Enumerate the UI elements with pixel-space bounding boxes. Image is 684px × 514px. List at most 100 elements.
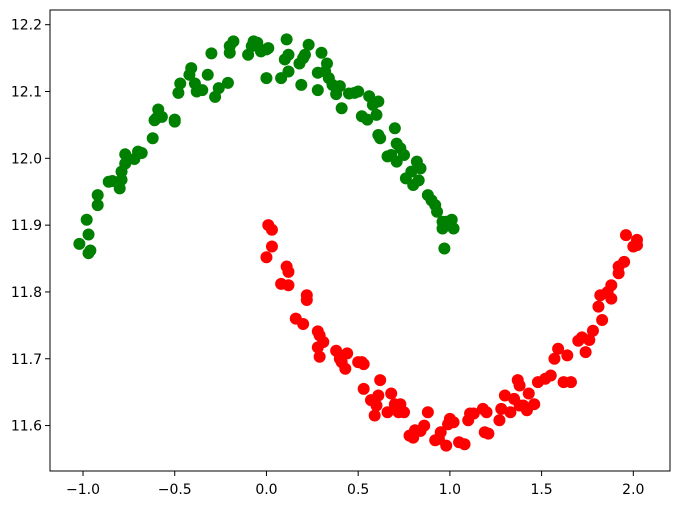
y-tick-label: 11.8	[11, 285, 42, 301]
data-point	[592, 300, 605, 313]
data-point	[265, 240, 278, 253]
data-point	[80, 213, 93, 226]
data-point	[282, 279, 295, 292]
data-point	[528, 398, 541, 411]
y-tick-label: 11.7	[11, 352, 42, 368]
data-point	[394, 398, 407, 411]
data-point	[205, 47, 218, 60]
data-point	[605, 292, 618, 305]
data-point	[544, 369, 557, 382]
x-tick-label: 0.5	[347, 482, 369, 498]
data-point	[155, 110, 168, 123]
data-point	[564, 376, 577, 389]
data-point	[185, 62, 198, 75]
data-point	[73, 237, 86, 250]
data-point	[630, 239, 643, 252]
data-point	[388, 122, 401, 135]
data-point	[297, 318, 310, 331]
x-tick-label: −0.5	[158, 482, 192, 498]
data-point	[168, 113, 181, 126]
data-point	[361, 113, 374, 126]
data-point	[467, 407, 480, 420]
data-point	[91, 199, 104, 212]
data-point	[458, 438, 471, 451]
axes-frame	[49, 9, 671, 472]
data-point	[260, 251, 273, 264]
data-point	[119, 148, 132, 161]
data-point	[174, 77, 187, 90]
data-point	[552, 342, 565, 355]
data-point	[583, 334, 596, 347]
data-point	[495, 402, 508, 415]
data-point	[586, 324, 599, 337]
data-point	[431, 205, 444, 218]
data-point	[262, 42, 275, 55]
data-point	[504, 406, 517, 419]
series-1	[260, 219, 643, 452]
data-point	[482, 427, 495, 440]
data-point	[381, 406, 394, 419]
data-point	[82, 228, 95, 241]
data-point	[260, 72, 273, 85]
data-point	[561, 349, 574, 362]
y-tick-label: 11.9	[11, 218, 42, 234]
data-point	[372, 95, 385, 108]
x-tick-label: 1.5	[530, 482, 552, 498]
y-tick-label: 12.2	[11, 18, 42, 34]
data-point	[201, 68, 214, 81]
data-point	[339, 362, 352, 375]
y-axis: 11.6 11.7 11.8 11.9 12.0 12.1 12.2	[11, 18, 50, 435]
data-point	[282, 265, 295, 278]
data-point	[333, 80, 346, 93]
data-point	[106, 175, 119, 188]
data-point	[370, 399, 383, 412]
data-point	[548, 352, 561, 365]
x-tick-label: 2.0	[622, 482, 644, 498]
data-point	[605, 279, 618, 292]
plot-area	[50, 10, 670, 471]
data-point	[82, 247, 95, 260]
data-point	[522, 387, 535, 400]
data-point	[370, 108, 383, 121]
data-point	[447, 222, 460, 235]
data-point	[374, 374, 387, 387]
data-point	[372, 389, 385, 402]
data-point	[374, 132, 387, 145]
data-point	[434, 426, 447, 439]
y-tick-label: 12.1	[11, 85, 42, 101]
data-point	[436, 215, 449, 228]
data-point	[302, 38, 315, 51]
data-point	[172, 86, 185, 99]
data-point	[398, 148, 411, 161]
series-0	[73, 33, 460, 260]
data-point	[146, 132, 159, 145]
data-point	[335, 102, 348, 115]
data-point	[317, 336, 330, 349]
data-point	[447, 416, 460, 429]
data-point	[513, 379, 526, 392]
data-point	[320, 57, 333, 70]
data-point	[221, 76, 234, 89]
data-point	[480, 406, 493, 419]
data-point	[196, 84, 209, 97]
data-point	[596, 314, 609, 327]
data-point	[440, 439, 453, 452]
data-point	[311, 84, 324, 97]
data-point	[91, 189, 104, 202]
data-point	[352, 85, 365, 98]
data-point	[368, 409, 381, 422]
data-points	[73, 33, 643, 452]
data-point	[282, 65, 295, 78]
data-point	[298, 48, 311, 61]
data-point	[385, 387, 398, 400]
x-tick-label: 1.0	[439, 482, 461, 498]
data-point	[265, 223, 278, 236]
data-point	[315, 46, 328, 59]
x-tick-label: 0.0	[255, 482, 277, 498]
data-point	[618, 255, 631, 268]
data-point	[493, 414, 506, 427]
data-point	[223, 46, 236, 59]
data-point	[212, 82, 225, 95]
y-tick-label: 12.0	[11, 151, 42, 167]
